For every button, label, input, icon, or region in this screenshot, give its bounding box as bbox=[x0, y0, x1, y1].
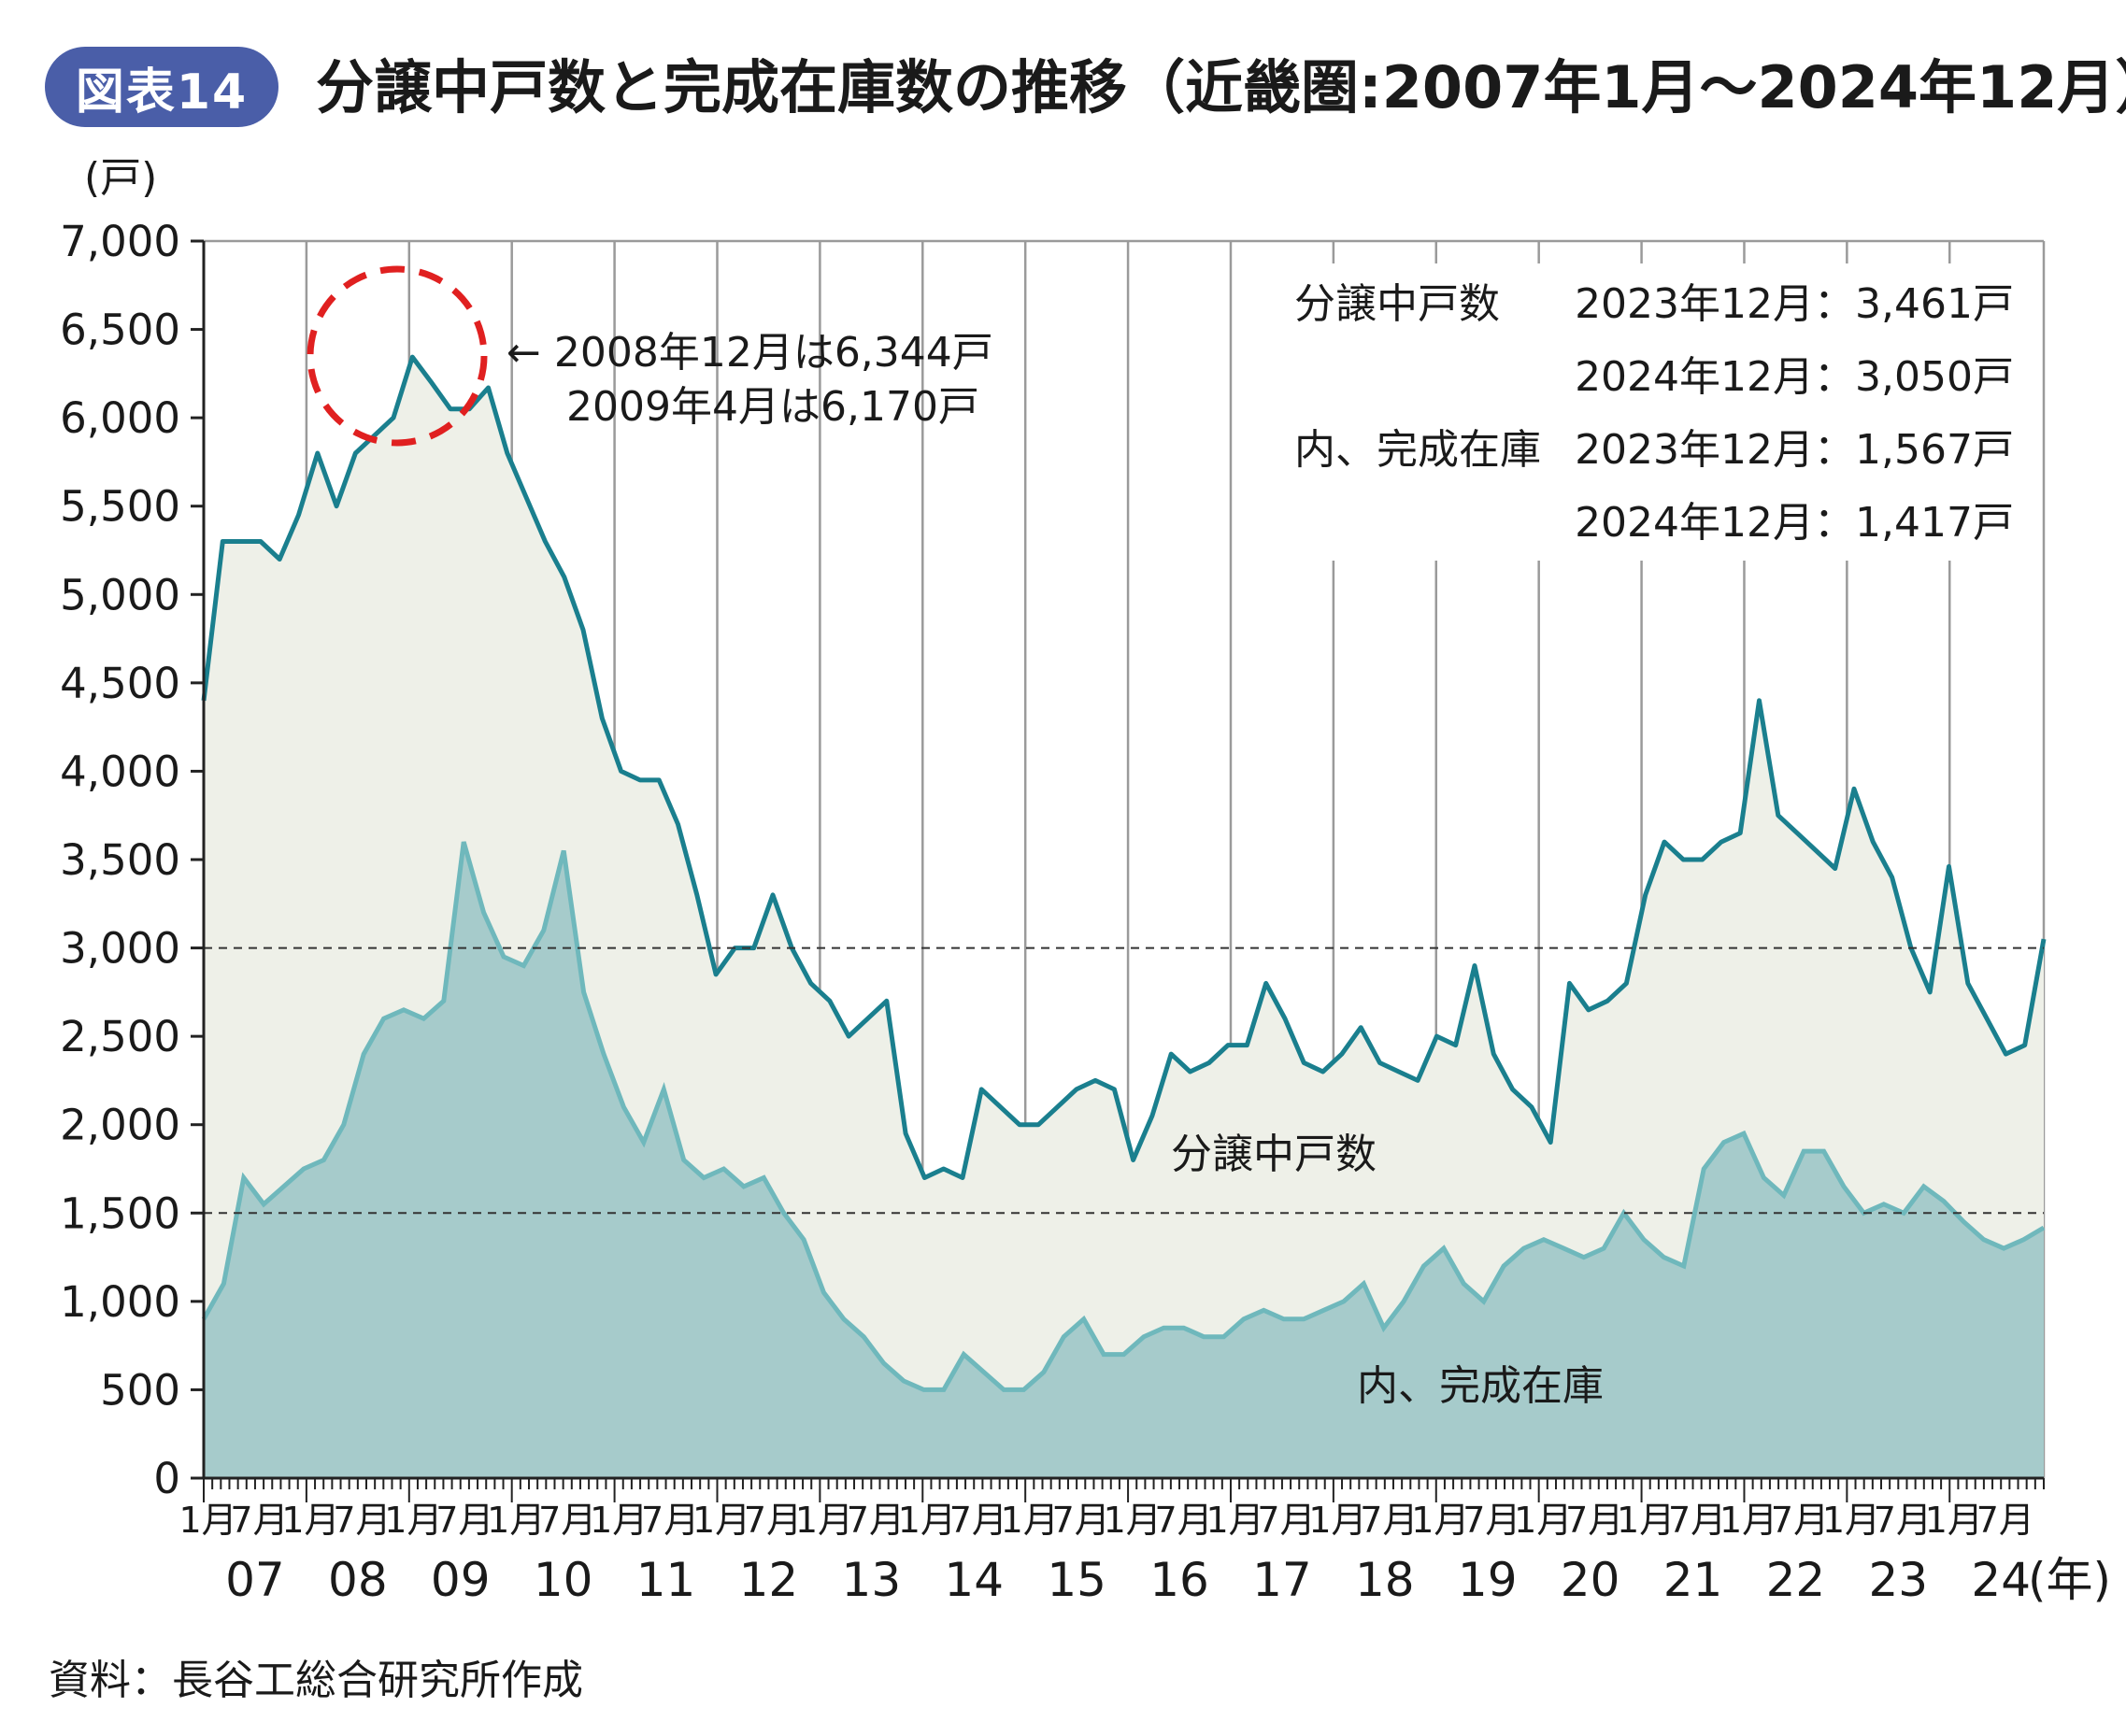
axes bbox=[191, 239, 2045, 1502]
inventory-line bbox=[201, 841, 2046, 1392]
x-month-label: 1月 bbox=[1822, 1500, 1880, 1541]
x-year-label: 19 bbox=[1458, 1553, 1518, 1607]
x-month-label: 7月 bbox=[1874, 1500, 1932, 1541]
x-year-label: 07 bbox=[225, 1553, 285, 1607]
y-tick-label: 500 bbox=[100, 1365, 180, 1415]
x-tick-labels: 1月7月071月7月081月7月091月7月101月7月111月7月121月7月… bbox=[178, 1500, 2033, 1607]
info-row-value: 2023年12月：3,461戸 bbox=[1575, 280, 2014, 328]
x-month-label: 1月 bbox=[487, 1500, 545, 1541]
x-month-label: 7月 bbox=[1257, 1500, 1315, 1541]
x-month-label: 7月 bbox=[847, 1500, 905, 1541]
x-month-label: 7月 bbox=[1052, 1500, 1110, 1541]
units-series-label: 分譲中戸数 bbox=[1171, 1131, 1377, 1178]
x-month-label: 7月 bbox=[1771, 1500, 1829, 1541]
reference-lines bbox=[204, 946, 2044, 1215]
x-month-label: 1月 bbox=[1206, 1500, 1263, 1541]
x-year-label: 22 bbox=[1766, 1553, 1826, 1607]
y-tick-label: 5,500 bbox=[60, 482, 180, 532]
y-tick-label: 7,000 bbox=[60, 217, 180, 266]
x-month-label: 1月 bbox=[384, 1500, 442, 1541]
x-month-label: 1月 bbox=[590, 1500, 648, 1541]
y-tick-label: 2,500 bbox=[60, 1012, 180, 1061]
y-tick-label: 4,000 bbox=[60, 747, 180, 796]
x-year-label: 08 bbox=[328, 1553, 388, 1607]
annotation-line-1: ← 2008年12月は6,344戸 bbox=[507, 329, 993, 377]
x-month-label: 1月 bbox=[1719, 1500, 1777, 1541]
units-line bbox=[201, 354, 2047, 1180]
y-tick-label: 2,000 bbox=[60, 1101, 180, 1150]
x-month-label: 7月 bbox=[1155, 1500, 1213, 1541]
y-tick-label: 6,500 bbox=[60, 306, 180, 355]
x-month-label: 1月 bbox=[178, 1500, 236, 1541]
x-year-label: 12 bbox=[739, 1553, 799, 1607]
x-month-label: 7月 bbox=[744, 1500, 802, 1541]
info-row-label: 分譲中戸数 bbox=[1294, 280, 1500, 328]
y-tick-labels: 0 500 1,000 1,500 2,000 2,500 3,000 3,500 4,000 4… bbox=[60, 217, 180, 1503]
x-month-label: 7月 bbox=[641, 1500, 699, 1541]
x-year-label: 21 bbox=[1663, 1553, 1723, 1607]
x-axis-unit-label: (年) bbox=[2028, 1553, 2111, 1607]
x-month-label: 7月 bbox=[435, 1500, 493, 1541]
x-year-label: 18 bbox=[1355, 1553, 1415, 1607]
x-year-label: 15 bbox=[1047, 1553, 1106, 1607]
x-month-label: 7月 bbox=[1463, 1500, 1520, 1541]
x-month-label: 1月 bbox=[1104, 1500, 1162, 1541]
figure-badge: 図表14 bbox=[45, 47, 278, 127]
x-month-label: 1月 bbox=[1308, 1500, 1366, 1541]
x-year-label: 13 bbox=[842, 1553, 902, 1607]
y-tick-label: 4,500 bbox=[60, 659, 180, 708]
info-row-value: 2023年12月：1,567戸 bbox=[1575, 426, 2014, 474]
x-month-label: 1月 bbox=[1617, 1500, 1675, 1541]
x-month-label: 1月 bbox=[1001, 1500, 1059, 1541]
x-month-label: 1月 bbox=[1514, 1500, 1572, 1541]
x-month-label: 1月 bbox=[1411, 1500, 1469, 1541]
info-row-label: 内、完成在庫 bbox=[1294, 426, 1541, 474]
x-month-label: 7月 bbox=[333, 1500, 391, 1541]
annotation-line-2: 2009年4月は6,170戸 bbox=[566, 383, 979, 431]
x-year-label: 10 bbox=[534, 1553, 593, 1607]
peak-highlight-circle bbox=[307, 265, 488, 447]
inventory-series-label: 内、完成在庫 bbox=[1357, 1362, 1604, 1410]
x-year-label: 11 bbox=[636, 1553, 696, 1607]
info-box: 分譲中戸数 2023年12月：3,461戸 2024年12月：3,050戸内、完成在… bbox=[1278, 263, 2026, 561]
y-tick-label: 3,500 bbox=[60, 835, 180, 885]
x-month-label: 7月 bbox=[538, 1500, 596, 1541]
x-month-label: 7月 bbox=[949, 1500, 1007, 1541]
x-year-label: 17 bbox=[1252, 1553, 1312, 1607]
y-axis-unit-label: (戸) bbox=[84, 154, 157, 202]
x-month-label: 7月 bbox=[230, 1500, 288, 1541]
x-year-label: 16 bbox=[1149, 1553, 1209, 1607]
x-month-label: 7月 bbox=[1360, 1500, 1418, 1541]
info-box-bg bbox=[1278, 263, 2026, 561]
y-tick-label: 1,500 bbox=[60, 1188, 180, 1238]
x-year-label: 20 bbox=[1561, 1553, 1620, 1607]
x-year-label: 23 bbox=[1868, 1553, 1928, 1607]
x-year-label: 09 bbox=[431, 1553, 491, 1607]
info-row-value: 2024年12月：1,417戸 bbox=[1575, 499, 2014, 547]
x-month-label: 7月 bbox=[1976, 1500, 2034, 1541]
x-month-label: 7月 bbox=[1565, 1500, 1623, 1541]
x-month-label: 1月 bbox=[898, 1500, 956, 1541]
y-tick-label: 3,000 bbox=[60, 924, 180, 974]
y-tick-label: 5,000 bbox=[60, 570, 180, 619]
x-month-label: 1月 bbox=[281, 1500, 339, 1541]
info-row-value: 2024年12月：3,050戸 bbox=[1575, 353, 2014, 401]
x-month-label: 1月 bbox=[1925, 1500, 1983, 1541]
x-month-label: 7月 bbox=[1668, 1500, 1726, 1541]
x-month-label: 1月 bbox=[795, 1500, 853, 1541]
source-note: 資料：長谷工総合研究所作成 bbox=[49, 1657, 583, 1704]
x-year-label: 14 bbox=[944, 1553, 1004, 1607]
y-tick-label: 1,000 bbox=[60, 1277, 180, 1327]
x-month-label: 1月 bbox=[692, 1500, 750, 1541]
inventory-area bbox=[204, 842, 2044, 1478]
x-year-label: 24 bbox=[1971, 1553, 2031, 1607]
y-tick-label: 0 bbox=[153, 1454, 180, 1503]
y-tick-label: 6,000 bbox=[60, 393, 180, 443]
chart-title: 分譲中戸数と完成在庫数の推移（近畿圏:2007年1月〜2024年12月） bbox=[316, 53, 2126, 121]
